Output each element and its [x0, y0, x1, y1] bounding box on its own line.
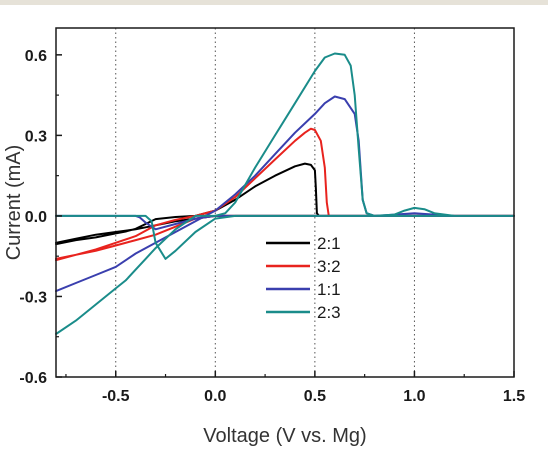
x-tick-label-3: 1.0	[403, 388, 425, 405]
x-tick-label-4: 1.5	[503, 388, 525, 405]
legend-label-2: 1:1	[317, 280, 341, 299]
series-line-2-3	[55, 52, 515, 335]
legend: 2:1 3:2 1:1 2:3	[266, 234, 341, 322]
axis-ticks: -0.5 0.0 0.5 1.0 1.5 -0.6 -0.3 0.0 0.3 0.6	[19, 48, 525, 405]
legend-label-3: 2:3	[317, 303, 341, 322]
y-tick-label-1: -0.3	[19, 289, 47, 306]
y-tick-label-3: 0.3	[25, 128, 47, 145]
plot-frame	[55, 27, 515, 378]
y-tick-label-0: -0.6	[19, 370, 47, 387]
series-line-2-1	[55, 162, 515, 246]
legend-label-1: 3:2	[317, 257, 341, 276]
x-tick-label-0: -0.5	[102, 388, 130, 405]
y-tick-label-4: 0.6	[25, 48, 47, 65]
series-group	[55, 52, 515, 335]
x-tick-label-1: 0.0	[204, 388, 226, 405]
y-axis-title: Current (mA)	[3, 145, 25, 261]
grid-lines	[115, 28, 415, 377]
legend-label-0: 2:1	[317, 234, 341, 253]
x-tick-label-2: 0.5	[304, 388, 326, 405]
series-line-3-2	[55, 127, 515, 262]
x-axis-title: Voltage (V vs. Mg)	[203, 425, 366, 447]
y-tick-label-2: 0.0	[25, 209, 47, 226]
top-strip	[0, 0, 548, 5]
series-line-1-1	[55, 95, 515, 293]
